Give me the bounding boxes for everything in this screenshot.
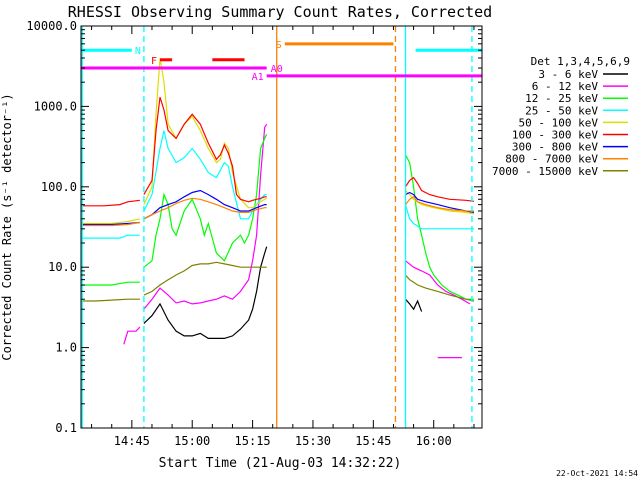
- x-tick-label-3: 15:15: [235, 434, 271, 448]
- legend-label-2: 6 - 12 keV: [532, 80, 599, 93]
- legend-label-7: 300 - 800 keV: [512, 141, 598, 154]
- plot-frame: [80, 25, 483, 429]
- series-line-3-seg-1: [81, 281, 140, 286]
- flag-label-a0: A0: [271, 64, 283, 75]
- x-axis-label: Start Time (21-Aug-03 14:32:22): [159, 456, 402, 471]
- legend-label-4: 25 - 50 keV: [525, 104, 598, 117]
- x-tick-label-5: 15:45: [355, 434, 391, 448]
- timestamp: 22-Oct-2021 14:54: [556, 469, 638, 478]
- vline-layer: [81, 26, 473, 428]
- flag-label-n: N: [135, 46, 141, 57]
- y-tick-label-5: 1.0: [55, 341, 77, 355]
- x-tick-label-2: 15:00: [174, 434, 210, 448]
- flag-label-a1: A1: [252, 72, 264, 83]
- legend-label-3: 12 - 25 keV: [525, 92, 598, 105]
- legend-label-9: 7000 - 15000 keV: [492, 165, 598, 178]
- x-tick-label-1: 14:45: [114, 434, 150, 448]
- series-line-7-seg-3: [405, 191, 475, 213]
- series-line-2-seg-2: [143, 123, 268, 310]
- series-line-8-seg-1: [81, 221, 140, 227]
- legend-label-5: 50 - 100 keV: [519, 116, 599, 129]
- series-line-3-seg-2: [143, 134, 268, 268]
- y-axis-label: Corrected Count Rate (s⁻¹ detector⁻¹): [0, 93, 14, 360]
- series-line-2-seg-1: [123, 326, 141, 345]
- flag-label-f: F: [151, 56, 157, 67]
- axes-layer: 10000.0 1000.0 100.0 10.0 1.0 0.1 14:45 15:00 15…: [26, 19, 483, 448]
- y-tick-label-2: 1000.0: [34, 99, 77, 113]
- series-line-5-seg-2: [143, 57, 267, 209]
- series-line-4-seg-3: [404, 204, 474, 230]
- flag-label-s: S: [276, 40, 282, 51]
- series-line-4-seg-1: [81, 234, 140, 239]
- legend-label-1: 3 - 6 keV: [538, 68, 598, 81]
- series-line-5-seg-3: [405, 190, 475, 215]
- series-line-9-seg-2: [143, 261, 267, 296]
- series-line-1-seg-2: [405, 298, 423, 312]
- legend-label-8: 800 - 7000 keV: [505, 153, 598, 166]
- series-line-5-seg-1: [81, 218, 141, 225]
- series-line-8-seg-3: [405, 196, 474, 212]
- flag-layer: NF S A0 A1: [81, 40, 482, 83]
- legend-label-6: 100 - 300 keV: [512, 129, 598, 142]
- series-line-1-seg-1: [143, 246, 268, 339]
- y-tick-label-4: 10.0: [48, 260, 77, 274]
- series-line-4-seg-2: [143, 130, 267, 220]
- series-line-6-seg-3: [404, 176, 475, 202]
- series-line-9-seg-3: [405, 274, 475, 302]
- series-line-6-seg-1: [81, 199, 140, 207]
- y-tick-label-1: 10000.0: [26, 19, 77, 33]
- series-line-3-seg-3: [404, 154, 474, 300]
- y-tick-label-3: 100.0: [41, 180, 77, 194]
- series-line-6-seg-2: [143, 97, 267, 203]
- chart-title: RHESSI Observing Summary Count Rates, Co…: [68, 3, 492, 21]
- series-line-8-seg-2: [143, 197, 267, 220]
- series-layer: [81, 57, 475, 359]
- series-line-7-seg-2: [143, 189, 267, 220]
- x-tick-label-6: 16:00: [416, 434, 452, 448]
- legend-header: Det 1,3,4,5,6,9: [531, 55, 630, 68]
- series-line-9-seg-1: [81, 298, 140, 302]
- x-tick-label-4: 15:30: [295, 434, 331, 448]
- y-tick-label-6: 0.1: [55, 421, 77, 435]
